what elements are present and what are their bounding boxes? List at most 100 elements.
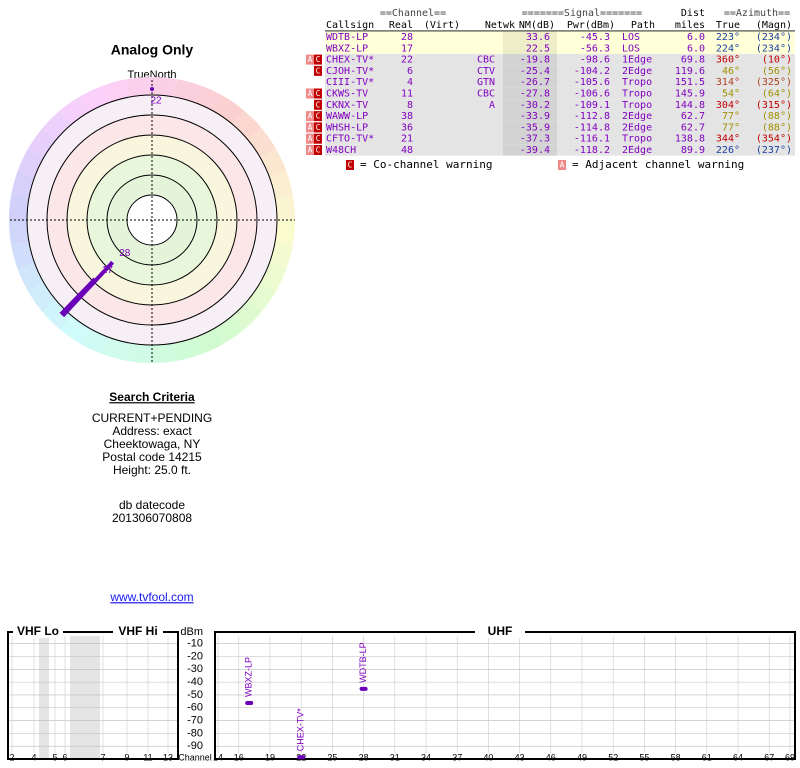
search-line: Cheektowaga, NY <box>104 437 201 451</box>
band-label: VHF Lo <box>17 624 59 638</box>
legend-text: = Co-channel warning <box>360 158 492 171</box>
cell-nm: -27.8 <box>520 89 550 100</box>
warning-letter: C <box>316 112 321 121</box>
warning-badge <box>314 111 322 122</box>
search-line: Postal code 14215 <box>102 450 202 464</box>
cell-callsign: CJOH-TV* <box>326 66 374 77</box>
row-bg <box>325 65 795 77</box>
band-gap <box>39 636 49 759</box>
row-bg <box>325 53 795 66</box>
cell-dist: 69.8 <box>681 55 705 66</box>
row-bg <box>325 76 795 88</box>
y-tick-label: -70 <box>187 714 203 726</box>
cell-nm: -26.7 <box>520 77 550 88</box>
cell-dist: 151.5 <box>675 77 705 88</box>
row-bg <box>325 99 795 111</box>
cell-magn: (354°) <box>756 134 792 145</box>
col-header: Netwk <box>485 20 515 31</box>
cell-real: 4 <box>407 77 413 88</box>
x-tick-label: 19 <box>265 752 275 762</box>
cell-path: LOS <box>622 43 640 54</box>
cell-pwr: -114.8 <box>574 122 610 133</box>
cell-netwk: CTV <box>477 66 495 77</box>
x-tick-label: 7 <box>100 752 105 762</box>
row-bg <box>325 144 795 156</box>
warning-badge <box>306 88 314 99</box>
cell-callsign: CKNX-TV <box>326 100 368 111</box>
cell-dist: 62.7 <box>681 122 705 133</box>
search-line: Height: 25.0 ft. <box>113 463 191 477</box>
cell-path: Tropo <box>622 100 652 111</box>
y-tick-label: -60 <box>187 702 203 714</box>
y-tick-label: -10 <box>187 638 203 650</box>
cell-dist: 144.8 <box>675 100 705 111</box>
y-axis-label: dBm <box>180 626 203 638</box>
x-tick-label: 13 <box>163 752 173 762</box>
cell-pwr: -118.2 <box>574 145 610 156</box>
x-tick-label: 40 <box>483 752 493 762</box>
cell-path: Tropo <box>622 77 652 88</box>
cell-callsign: WDTB-LP <box>326 32 368 43</box>
group-header: ==Channel== <box>380 8 446 19</box>
cell-dist: 119.6 <box>675 66 705 77</box>
cell-nm: -37.3 <box>520 134 550 145</box>
warning-badge <box>314 54 322 65</box>
x-tick-label: 43 <box>515 752 525 762</box>
x-tick-label: 64 <box>733 752 743 762</box>
band-label-bg <box>475 626 525 638</box>
cell-real: 8 <box>407 100 413 111</box>
row-bg <box>325 31 795 43</box>
cell-dist: 138.8 <box>675 134 705 145</box>
cell-dist: 6.0 <box>687 43 705 54</box>
cell-magn: (234°) <box>756 43 792 54</box>
spectrum-label: WDTB-LP <box>358 642 368 683</box>
cell-magn: (315°) <box>756 100 792 111</box>
y-tick-label: -30 <box>187 663 203 675</box>
warning-letter: C <box>316 55 321 64</box>
legend-badge <box>558 160 566 170</box>
warning-letter: A <box>308 55 313 64</box>
cell-true: 224° <box>716 43 740 54</box>
col-header: Path <box>631 20 655 31</box>
band-label: VHF Hi <box>118 624 157 638</box>
spectrum-label: CHEX-TV* <box>296 708 306 752</box>
col-header: NM(dB) <box>519 20 555 31</box>
cell-real: 38 <box>401 111 413 122</box>
cell-true: 360° <box>716 55 740 66</box>
col-header: (Magn) <box>756 20 792 31</box>
x-tick-label: 31 <box>390 752 400 762</box>
nm-col-bg <box>503 53 557 66</box>
warning-letter: C <box>316 123 321 132</box>
warning-letter: A <box>308 134 313 143</box>
row-bg <box>325 121 795 134</box>
cell-netwk: GTN <box>477 77 495 88</box>
site-link[interactable]: www.tvfool.com <box>109 590 193 604</box>
cell-dist: 145.9 <box>675 89 705 100</box>
cell-nm: 22.5 <box>526 43 550 54</box>
spectrum-mark <box>297 755 306 760</box>
cell-real: 36 <box>401 122 413 133</box>
cell-callsign: W48CH <box>326 145 356 156</box>
x-tick-label: 37 <box>452 752 462 762</box>
col-header: Callsign <box>326 20 374 31</box>
warning-letter: C <box>316 66 321 75</box>
warning-badge <box>306 122 314 133</box>
x-tick-label: 14 <box>213 752 223 762</box>
cell-magn: (237°) <box>756 145 792 156</box>
nm-col-bg <box>503 110 557 122</box>
warning-badge <box>306 111 314 122</box>
cell-pwr: -112.8 <box>574 111 610 122</box>
cell-dist: 6.0 <box>687 32 705 43</box>
cell-netwk: CBC <box>477 89 495 100</box>
signal-label: 22 <box>150 96 162 107</box>
cell-real: 17 <box>401 43 413 54</box>
cell-true: 304° <box>716 100 740 111</box>
nm-col-bg <box>503 121 557 134</box>
warning-badge <box>314 145 322 155</box>
warning-badge <box>314 122 322 133</box>
nm-col-bg <box>503 31 557 43</box>
db-code: 201306070808 <box>112 511 192 525</box>
cell-magn: (325°) <box>756 77 792 88</box>
cell-pwr: -109.1 <box>574 100 610 111</box>
cell-real: 11 <box>401 89 413 100</box>
